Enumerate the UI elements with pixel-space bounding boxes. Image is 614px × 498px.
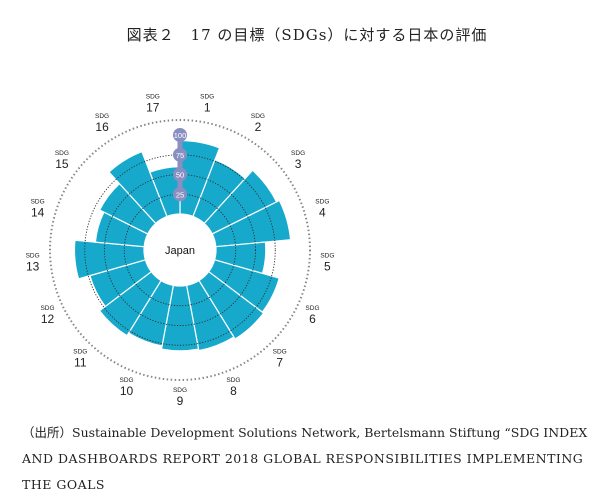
goal-prefix: SDG <box>320 253 334 260</box>
goal-labels: SDG1SDG2SDG3SDG4SDG5SDG6SDG7SDG8SDG9SDG1… <box>26 94 335 408</box>
goal-number: 10 <box>120 384 134 398</box>
goal-prefix: SDG <box>305 305 319 312</box>
goal-prefix: SDG <box>55 150 69 157</box>
goal-prefix: SDG <box>146 94 160 101</box>
goal-prefix: SDG <box>73 348 87 355</box>
source-line-3: THE GOALS <box>22 477 105 492</box>
goal-number: 13 <box>26 260 40 274</box>
goal-number: 17 <box>146 101 160 115</box>
outer-ring <box>49 119 311 381</box>
source-note: （出所）Sustainable Development Solutions Ne… <box>22 420 594 498</box>
goal-number: 1 <box>204 101 211 115</box>
goal-prefix: SDG <box>40 305 54 312</box>
figure-title: 図表２ 17 の目標（SDGs）に対する日本の評価 <box>126 26 488 44</box>
tick-badges: 25 50 75 100 <box>173 128 187 202</box>
source-line-2: AND DASHBOARDS REPORT 2018 GLOBAL RESPON… <box>22 451 584 466</box>
goal-number: 8 <box>230 384 237 398</box>
bars-layer <box>73 139 292 352</box>
tick-badge-50 <box>173 167 187 182</box>
goal-number: 14 <box>31 205 45 219</box>
tick-label-100: 100 <box>174 131 187 140</box>
goal-number: 2 <box>255 120 262 134</box>
goal-number: 9 <box>177 394 184 408</box>
grid-ring-25 <box>123 193 237 307</box>
goal-number: 7 <box>276 355 283 369</box>
goal-prefix: SDG <box>119 377 133 384</box>
goal-prefix: SDG <box>31 198 45 205</box>
goal-number: 11 <box>74 355 87 369</box>
goal-prefix: SDG <box>26 253 40 260</box>
tick-badge-75 <box>173 147 187 162</box>
tick-label-50: 50 <box>176 171 184 180</box>
tick-badge-100 <box>173 128 187 142</box>
goal-prefix: SDG <box>315 198 329 205</box>
goal-prefix: SDG <box>251 113 265 120</box>
goal-prefix: SDG <box>173 387 187 394</box>
goal-number: 12 <box>41 312 55 326</box>
goal-number: 16 <box>95 120 109 134</box>
goal-number: 5 <box>324 260 331 274</box>
goal-prefix: SDG <box>291 150 305 157</box>
goal-number: 4 <box>319 205 326 219</box>
polar-bar-chart: Japan 25 50 75 100 SDG 1 SDG 2 SDG 3 SDG 4 SDG 5 SDG 6… <box>0 80 614 420</box>
goal-number: 15 <box>55 157 69 171</box>
tick-label-25: 25 <box>176 190 184 199</box>
goal-prefix: SDG <box>200 94 214 101</box>
center-disc <box>144 214 216 286</box>
center-label: Japan <box>165 245 195 257</box>
goal-prefix: SDG <box>273 348 287 355</box>
tick-badge-25 <box>173 187 187 202</box>
goal-number: 3 <box>295 157 302 171</box>
tick-label-75: 75 <box>176 151 184 160</box>
source-line-1: （出所）Sustainable Development Solutions Ne… <box>22 425 588 440</box>
grid-ring-50 <box>104 174 256 326</box>
goal-number: 6 <box>309 312 316 326</box>
goal-prefix: SDG <box>226 377 240 384</box>
goal-prefix: SDG <box>95 113 109 120</box>
